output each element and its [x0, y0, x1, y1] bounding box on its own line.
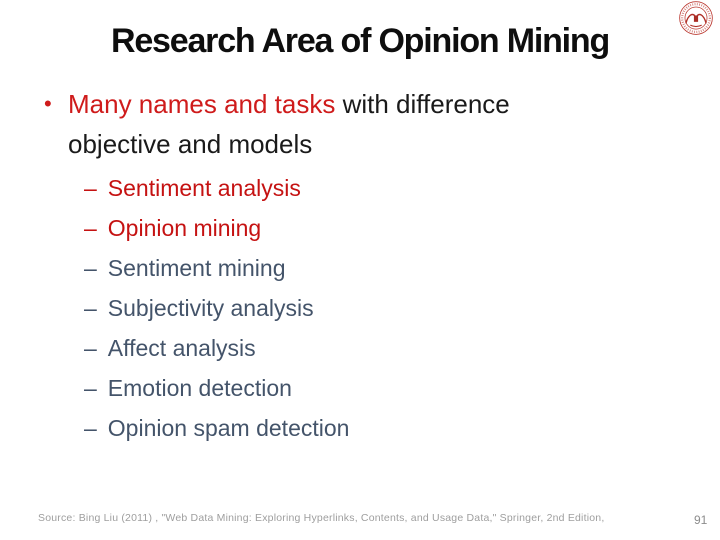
- sub-bullet-emotion-detection: – Emotion detection: [84, 368, 349, 408]
- dash-icon: –: [84, 375, 97, 401]
- main-bullet-text: Many names and tasks with difference obj…: [68, 84, 580, 164]
- sub-bullet-label: Subjectivity analysis: [107, 295, 314, 321]
- sub-bullet-opinion-spam-detection: – Opinion spam detection: [84, 408, 349, 448]
- sub-bullet-subjectivity-analysis: – Subjectivity analysis: [84, 288, 349, 328]
- dash-icon: –: [84, 215, 97, 241]
- sub-bullet-label: Sentiment analysis: [107, 175, 301, 201]
- dash-icon: –: [84, 175, 97, 201]
- sub-bullet-label: Emotion detection: [107, 375, 292, 401]
- main-bullet-highlight: Many names and tasks: [68, 89, 336, 119]
- sub-bullet-label: Opinion mining: [107, 215, 262, 241]
- sub-bullet-label: Sentiment mining: [107, 255, 286, 281]
- page-number: 91: [694, 513, 708, 527]
- source-citation: Source: Bing Liu (2011) , "Web Data Mini…: [38, 512, 605, 524]
- dash-icon: –: [84, 255, 97, 281]
- sub-bullet-sentiment-analysis: – Sentiment analysis: [84, 168, 349, 208]
- seal-icon: [679, 1, 713, 35]
- sub-bullet-label: Affect analysis: [107, 335, 256, 361]
- sub-bullet-affect-analysis: – Affect analysis: [84, 328, 349, 368]
- dash-icon: –: [84, 295, 97, 321]
- main-bullet: • Many names and tasks with difference o…: [44, 84, 589, 164]
- dash-icon: –: [84, 415, 97, 441]
- sub-bullet-opinion-mining: – Opinion mining: [84, 208, 349, 248]
- sub-bullet-list: – Sentiment analysis – Opinion mining – …: [84, 168, 349, 448]
- dash-icon: –: [84, 335, 97, 361]
- sub-bullet-label: Opinion spam detection: [107, 415, 350, 441]
- university-seal-logo: [677, 0, 715, 38]
- main-bullet-rest: with difference objective and models: [68, 89, 510, 159]
- slide-title: Research Area of Opinion Mining: [110, 22, 610, 60]
- sub-bullet-sentiment-mining: – Sentiment mining: [84, 248, 349, 288]
- bullet-dot-icon: •: [44, 91, 52, 116]
